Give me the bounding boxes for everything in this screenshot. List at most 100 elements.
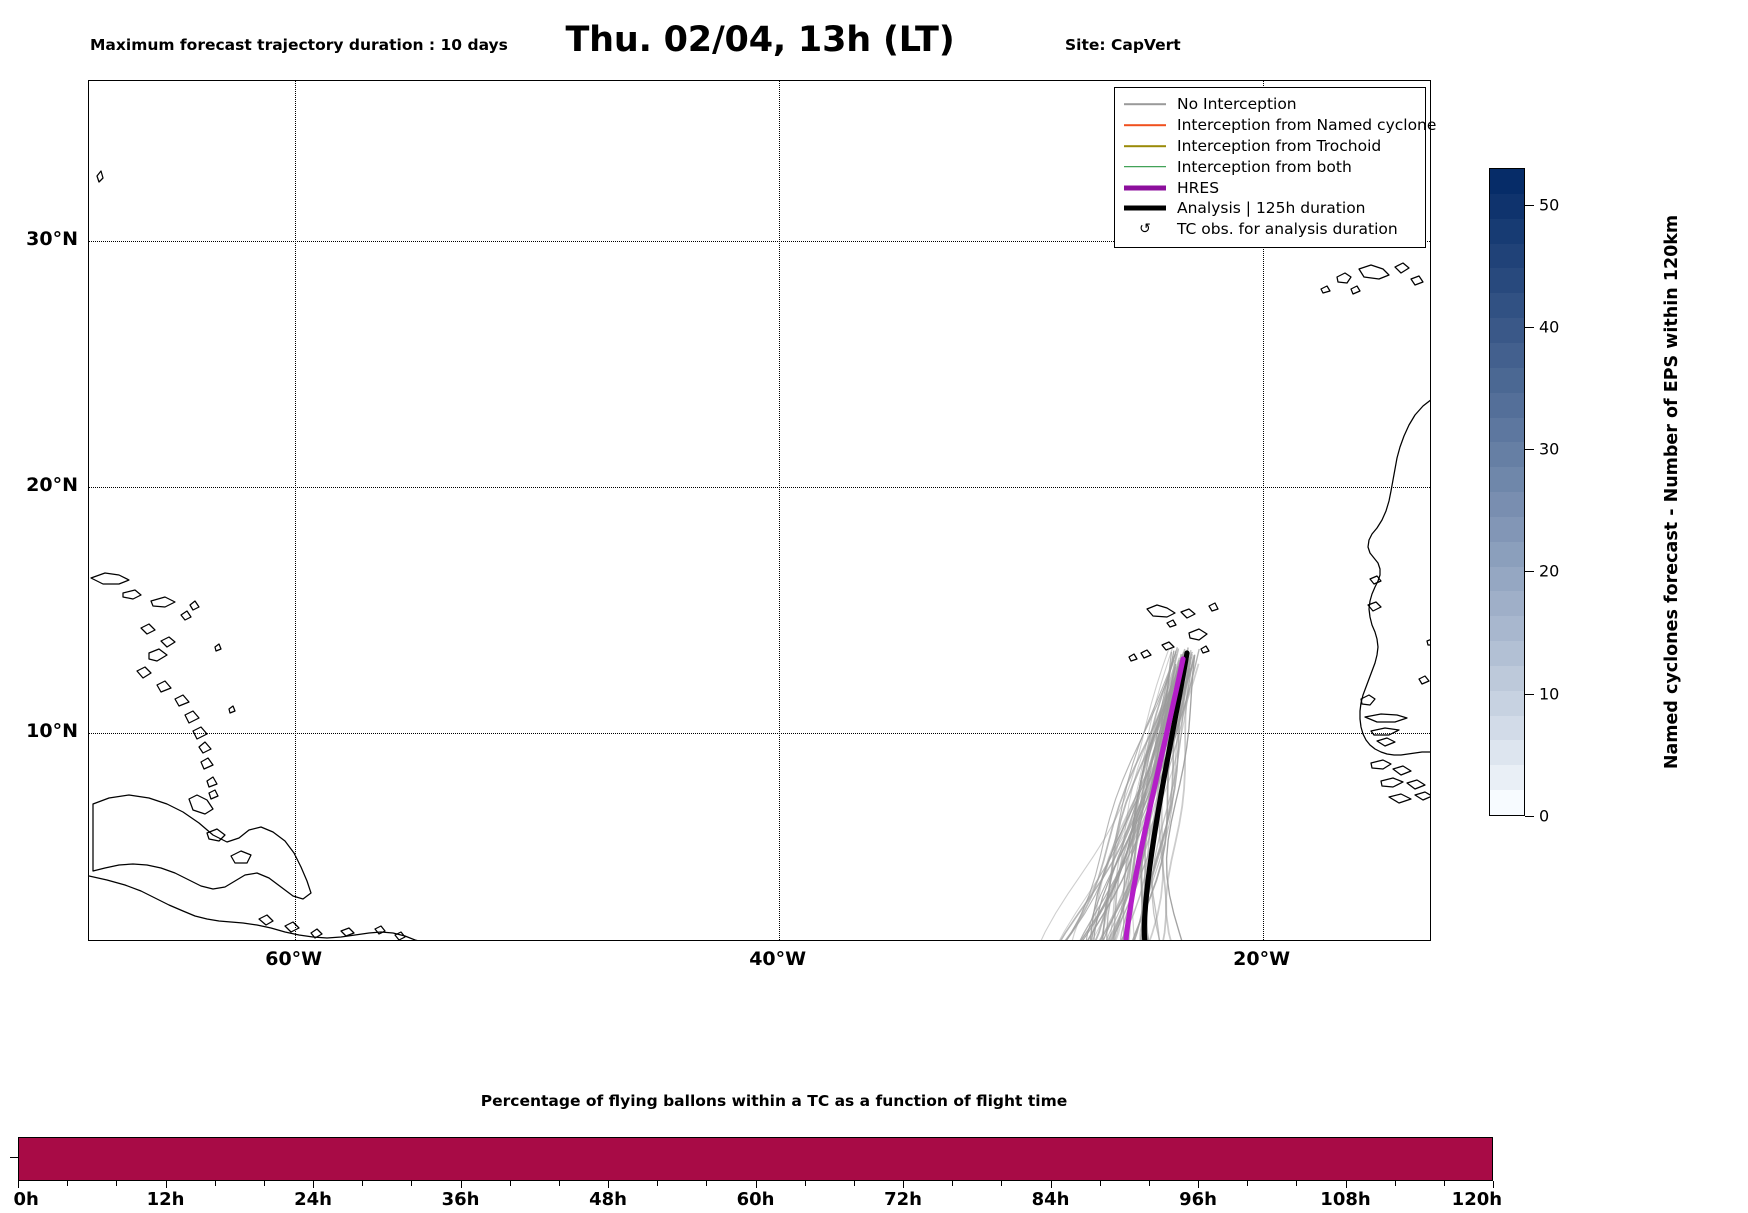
legend-swatch-line xyxy=(1124,118,1166,132)
colorbar-title: Named cyclones forecast - Number of EPS … xyxy=(1662,214,1682,770)
bottom-bar-minor-tick xyxy=(1001,1181,1003,1186)
bottom-bar-minor-tick xyxy=(853,1181,855,1186)
bottom-bar-minor-tick xyxy=(116,1181,118,1186)
bottom-bar-tick-label-6: 72h xyxy=(884,1189,922,1210)
colorbar-band xyxy=(1490,740,1524,766)
legend-swatch-line xyxy=(1124,160,1166,174)
colorbar-band xyxy=(1490,790,1524,815)
bottom-bar-axes xyxy=(18,1137,1493,1181)
eps-trajectory xyxy=(1165,661,1194,940)
colorbar-tick-0 xyxy=(1525,816,1534,817)
legend-rows: No Interception Interception from Named c… xyxy=(1124,94,1436,240)
colorbar-band xyxy=(1490,541,1524,567)
bottom-bar-tick-label-8: 96h xyxy=(1179,1189,1217,1210)
eps-trajectory xyxy=(1080,666,1180,940)
colorbar-gradient xyxy=(1489,168,1525,816)
colorbar-tick-label-2: 20 xyxy=(1539,561,1560,581)
bottom-bar-tick-8 xyxy=(1198,1181,1199,1188)
legend-item-4[interactable]: HRES xyxy=(1124,177,1416,198)
header-left-line-0: Maximum forecast trajectory duration : 1… xyxy=(90,36,508,55)
colorbar-band xyxy=(1490,268,1524,294)
colorbar-tick-5 xyxy=(1525,204,1534,206)
bottom-bar-tick-10 xyxy=(1493,1181,1494,1188)
eps-trajectory xyxy=(1060,659,1175,940)
bottom-bar-minor-tick xyxy=(1148,1181,1150,1186)
legend-item-label: No Interception xyxy=(1177,95,1297,114)
legend-item-label: Analysis | 125h duration xyxy=(1177,199,1366,218)
bottom-bar-minor-tick xyxy=(952,1181,954,1186)
legend-item-5[interactable]: Analysis | 125h duration xyxy=(1124,198,1416,219)
analysis-trajectory xyxy=(1141,650,1190,940)
page-title: Thu. 02/04, 13h (LT) xyxy=(565,20,955,60)
tc-obs-marker-icon: ↺ xyxy=(1139,221,1151,238)
eps-trajectory xyxy=(1040,647,1170,940)
legend-swatch-line xyxy=(1124,201,1166,215)
bottom-bar-tick-label-7: 84h xyxy=(1031,1189,1070,1210)
bottom-bar-minor-tick xyxy=(1443,1181,1445,1186)
legend-item-label: HRES xyxy=(1177,178,1220,197)
colorbar-tick-label-5: 50 xyxy=(1539,195,1560,215)
bottom-bar-title: Percentage of flying ballons within a TC… xyxy=(480,1092,1068,1110)
bottom-bar-tick-label-9: 108h xyxy=(1320,1189,1371,1210)
bottom-bar-tick-7 xyxy=(1050,1181,1052,1188)
legend-swatch-line xyxy=(1124,97,1166,111)
lat-tick-label-2: 10°N xyxy=(26,719,78,742)
colorbar-tick-3 xyxy=(1525,449,1534,451)
bottom-bar-minor-tick xyxy=(214,1181,216,1186)
colorbar-tick-4 xyxy=(1525,326,1534,328)
eps-trajectory xyxy=(1066,651,1177,940)
legend-item-3[interactable]: Interception from both xyxy=(1124,156,1416,177)
bottom-bar-tick-9 xyxy=(1345,1181,1347,1188)
colorbar-band xyxy=(1490,392,1524,418)
map-legend: No Interception Interception from Named c… xyxy=(1114,87,1436,248)
colorbar-band xyxy=(1490,765,1524,791)
legend-item-label: TC obs. for analysis duration xyxy=(1177,220,1398,239)
eps-trajectory xyxy=(1059,647,1174,940)
gridline-lon-20°W xyxy=(1262,81,1264,940)
lat-tick-label-0: 30°N xyxy=(26,227,78,250)
map-geometry xyxy=(89,170,1430,940)
hres-trajectory xyxy=(1123,656,1186,940)
bottom-bar-tick-4 xyxy=(608,1181,609,1188)
colorbar-band xyxy=(1490,665,1524,691)
bottom-bar-minor-tick xyxy=(1394,1181,1396,1186)
gridline-lon-40°W xyxy=(778,81,780,940)
colorbar-band xyxy=(1490,193,1524,219)
legend-item-1[interactable]: Interception from Named cyclone xyxy=(1124,115,1436,136)
eps-trajectory xyxy=(1165,654,1196,940)
gridline-lat-20°N xyxy=(89,486,1430,488)
colorbar-band xyxy=(1490,467,1524,493)
colorbar-tick-label-4: 40 xyxy=(1539,317,1560,337)
bottom-bar-tick-label-4: 48h xyxy=(589,1189,627,1210)
coastline-layer xyxy=(89,170,1430,940)
bottom-bar-tick-label-10: 120h xyxy=(1451,1189,1503,1210)
bottom-bar-tick-2 xyxy=(313,1181,314,1188)
colorbar-band xyxy=(1490,566,1524,592)
colorbar-tick-label-0: 0 xyxy=(1539,806,1550,826)
header-right-line-0: Site: CapVert xyxy=(1065,36,1181,55)
colorbar-band xyxy=(1490,641,1524,666)
colorbar-band xyxy=(1490,442,1524,468)
colorbar-band xyxy=(1490,169,1524,194)
eps-trajectory xyxy=(1094,653,1183,940)
legend-item-6[interactable]: ↺ TC obs. for analysis duration xyxy=(1124,219,1416,240)
colorbar-tick-1 xyxy=(1525,693,1534,695)
colorbar-band xyxy=(1490,690,1524,716)
legend-item-label: Interception from Trochoid xyxy=(1177,136,1382,155)
colorbar-band xyxy=(1490,218,1524,244)
bottom-bar-minor-tick xyxy=(362,1181,364,1186)
eps-trajectory xyxy=(1098,648,1180,940)
bottom-bar-left-tick xyxy=(10,1157,18,1158)
legend-item-0[interactable]: No Interception xyxy=(1124,94,1416,115)
colorbar-band xyxy=(1490,367,1524,393)
legend-swatch-line xyxy=(1124,181,1166,195)
legend-item-2[interactable]: Interception from Trochoid xyxy=(1124,136,1416,157)
bottom-bar-minor-tick xyxy=(558,1181,560,1186)
bottom-bar-minor-tick xyxy=(509,1181,511,1186)
colorbar: 0 10 20 30 40 50 xyxy=(1489,168,1559,826)
colorbar-band xyxy=(1490,591,1524,617)
bottom-bar-tick-6 xyxy=(903,1181,904,1188)
bottom-bar-tick-label-3: 36h xyxy=(441,1189,480,1210)
bottom-bar-tick-label-0: 0h xyxy=(13,1189,39,1210)
